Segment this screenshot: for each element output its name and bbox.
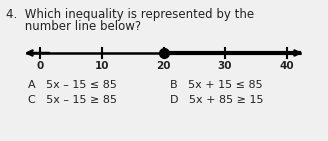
Text: 4.  Which inequality is represented by the: 4. Which inequality is represented by th…: [6, 8, 254, 21]
Text: 10: 10: [95, 61, 109, 71]
Text: D   5x + 85 ≥ 15: D 5x + 85 ≥ 15: [170, 95, 263, 105]
Text: 40: 40: [279, 61, 294, 71]
Text: C   5x – 15 ≥ 85: C 5x – 15 ≥ 85: [28, 95, 117, 105]
Text: 30: 30: [218, 61, 232, 71]
Text: number line below?: number line below?: [6, 20, 141, 33]
Text: 20: 20: [156, 61, 171, 71]
Text: A   5x – 15 ≤ 85: A 5x – 15 ≤ 85: [28, 80, 117, 90]
Text: B   5x + 15 ≤ 85: B 5x + 15 ≤ 85: [170, 80, 263, 90]
Text: 0: 0: [37, 61, 44, 71]
